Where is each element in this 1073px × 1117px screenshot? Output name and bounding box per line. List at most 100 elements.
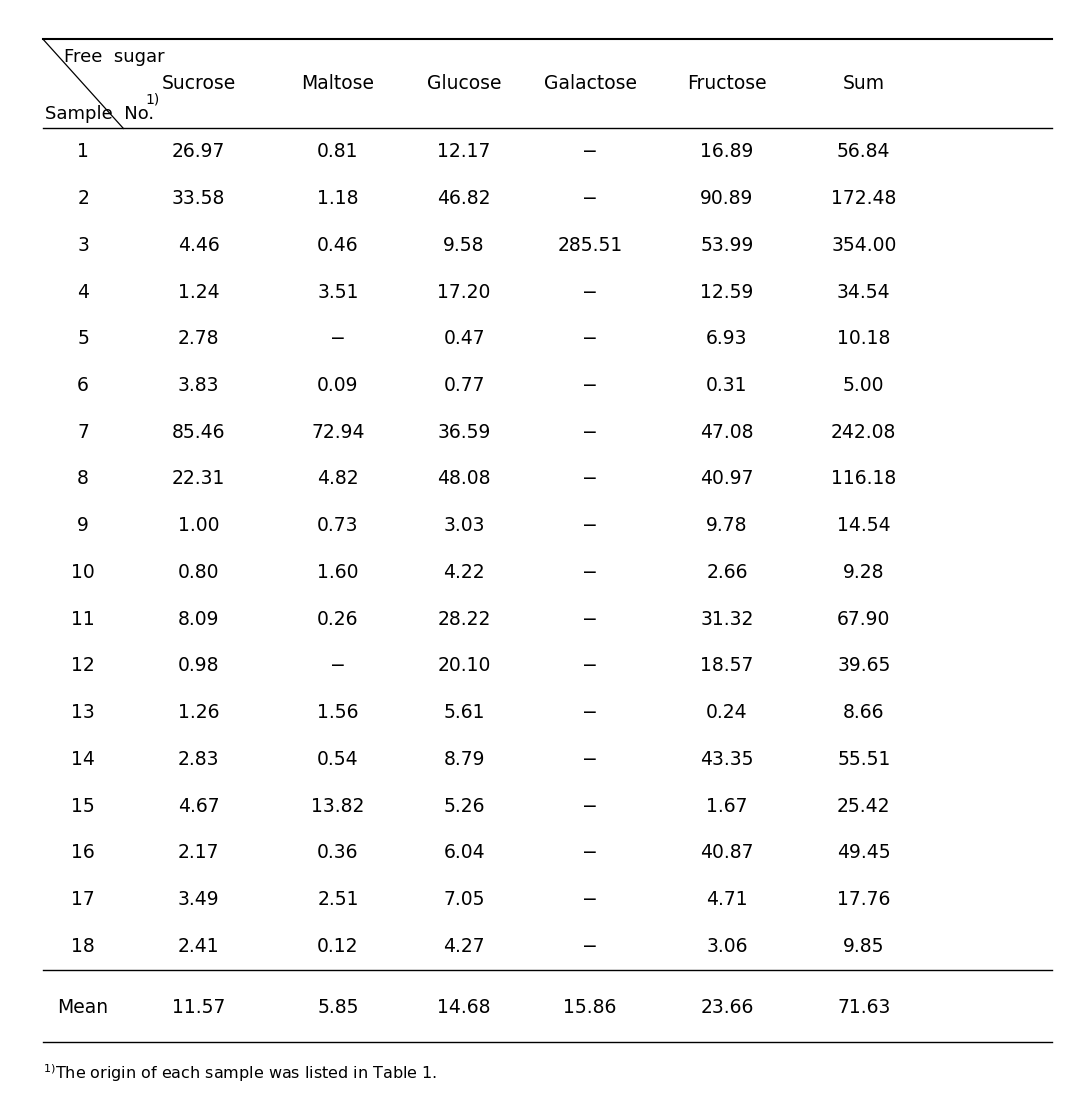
Text: 0.47: 0.47: [443, 330, 485, 349]
Text: 12.59: 12.59: [701, 283, 753, 302]
Text: 7: 7: [77, 422, 89, 441]
Text: 17: 17: [71, 890, 95, 909]
Text: −: −: [583, 422, 598, 441]
Text: −: −: [583, 704, 598, 723]
Text: 15: 15: [71, 796, 95, 815]
Text: −: −: [583, 142, 598, 161]
Text: 46.82: 46.82: [438, 189, 490, 208]
Text: 23.66: 23.66: [701, 997, 753, 1016]
Text: Sucrose: Sucrose: [161, 74, 236, 94]
Text: 48.08: 48.08: [438, 469, 490, 488]
Text: 9: 9: [77, 516, 89, 535]
Text: 9.58: 9.58: [443, 236, 485, 255]
Text: 67.90: 67.90: [837, 610, 891, 629]
Text: −: −: [583, 283, 598, 302]
Text: 31.32: 31.32: [701, 610, 753, 629]
Text: 8.66: 8.66: [843, 704, 884, 723]
Text: 72.94: 72.94: [311, 422, 365, 441]
Text: $^{1)}$The origin of each sample was listed in Table 1.: $^{1)}$The origin of each sample was lis…: [43, 1062, 437, 1083]
Text: 0.26: 0.26: [318, 610, 358, 629]
Text: 1.18: 1.18: [318, 189, 358, 208]
Text: 6: 6: [77, 376, 89, 395]
Text: 34.54: 34.54: [837, 283, 891, 302]
Text: 5.00: 5.00: [843, 376, 884, 395]
Text: 0.46: 0.46: [318, 236, 358, 255]
Text: 14.54: 14.54: [837, 516, 891, 535]
Text: 7.05: 7.05: [443, 890, 485, 909]
Text: 1.67: 1.67: [706, 796, 748, 815]
Text: 1.00: 1.00: [178, 516, 219, 535]
Text: 0.54: 0.54: [318, 750, 358, 768]
Text: 1.26: 1.26: [178, 704, 219, 723]
Text: 85.46: 85.46: [172, 422, 225, 441]
Text: 16: 16: [71, 843, 95, 862]
Text: 3.51: 3.51: [318, 283, 358, 302]
Text: 20.10: 20.10: [438, 657, 490, 676]
Text: −: −: [583, 189, 598, 208]
Text: 0.31: 0.31: [706, 376, 748, 395]
Text: 18.57: 18.57: [701, 657, 753, 676]
Text: 3.49: 3.49: [178, 890, 219, 909]
Text: −: −: [583, 750, 598, 768]
Text: 4.82: 4.82: [318, 469, 358, 488]
Text: Galactose: Galactose: [544, 74, 636, 94]
Text: Maltose: Maltose: [302, 74, 374, 94]
Text: 2.51: 2.51: [318, 890, 358, 909]
Text: 0.98: 0.98: [178, 657, 219, 676]
Text: 14.68: 14.68: [438, 997, 490, 1016]
Text: −: −: [583, 469, 598, 488]
Text: 56.84: 56.84: [837, 142, 891, 161]
Text: 49.45: 49.45: [837, 843, 891, 862]
Text: 15.86: 15.86: [563, 997, 617, 1016]
Text: 116.18: 116.18: [832, 469, 896, 488]
Text: 9.78: 9.78: [706, 516, 748, 535]
Text: 4: 4: [77, 283, 89, 302]
Text: 1: 1: [77, 142, 89, 161]
Text: 3.03: 3.03: [443, 516, 485, 535]
Text: 2.17: 2.17: [178, 843, 219, 862]
Text: 9.85: 9.85: [843, 937, 884, 956]
Text: 11.57: 11.57: [172, 997, 225, 1016]
Text: 10.18: 10.18: [837, 330, 891, 349]
Text: 47.08: 47.08: [701, 422, 753, 441]
Text: 53.99: 53.99: [701, 236, 753, 255]
Text: 12.17: 12.17: [438, 142, 490, 161]
Text: 4.71: 4.71: [706, 890, 748, 909]
Text: 1.24: 1.24: [178, 283, 219, 302]
Text: Mean: Mean: [58, 997, 108, 1016]
Text: 8: 8: [77, 469, 89, 488]
Text: 1.60: 1.60: [318, 563, 358, 582]
Text: 172.48: 172.48: [832, 189, 896, 208]
Text: 0.81: 0.81: [318, 142, 358, 161]
Text: 17.20: 17.20: [438, 283, 490, 302]
Text: 12: 12: [71, 657, 95, 676]
Text: Sample  No.: Sample No.: [45, 105, 155, 123]
Text: 2.83: 2.83: [178, 750, 219, 768]
Text: 2.41: 2.41: [178, 937, 219, 956]
Text: −: −: [583, 796, 598, 815]
Text: Free  sugar: Free sugar: [64, 48, 165, 66]
Text: 14: 14: [71, 750, 95, 768]
Text: 13: 13: [71, 704, 95, 723]
Text: −: −: [330, 330, 346, 349]
Text: 40.97: 40.97: [701, 469, 753, 488]
Text: 3.06: 3.06: [706, 937, 748, 956]
Text: 0.09: 0.09: [318, 376, 358, 395]
Text: 8.79: 8.79: [443, 750, 485, 768]
Text: 242.08: 242.08: [832, 422, 896, 441]
Text: 5.85: 5.85: [318, 997, 358, 1016]
Text: 25.42: 25.42: [837, 796, 891, 815]
Text: 3.83: 3.83: [178, 376, 219, 395]
Text: 6.04: 6.04: [443, 843, 485, 862]
Text: −: −: [583, 563, 598, 582]
Text: 26.97: 26.97: [172, 142, 225, 161]
Text: 40.87: 40.87: [701, 843, 753, 862]
Text: 17.76: 17.76: [837, 890, 891, 909]
Text: 6.93: 6.93: [706, 330, 748, 349]
Text: 90.89: 90.89: [701, 189, 753, 208]
Text: −: −: [583, 610, 598, 629]
Text: −: −: [330, 657, 346, 676]
Text: 2: 2: [77, 189, 89, 208]
Text: Sum: Sum: [842, 74, 885, 94]
Text: 9.28: 9.28: [843, 563, 884, 582]
